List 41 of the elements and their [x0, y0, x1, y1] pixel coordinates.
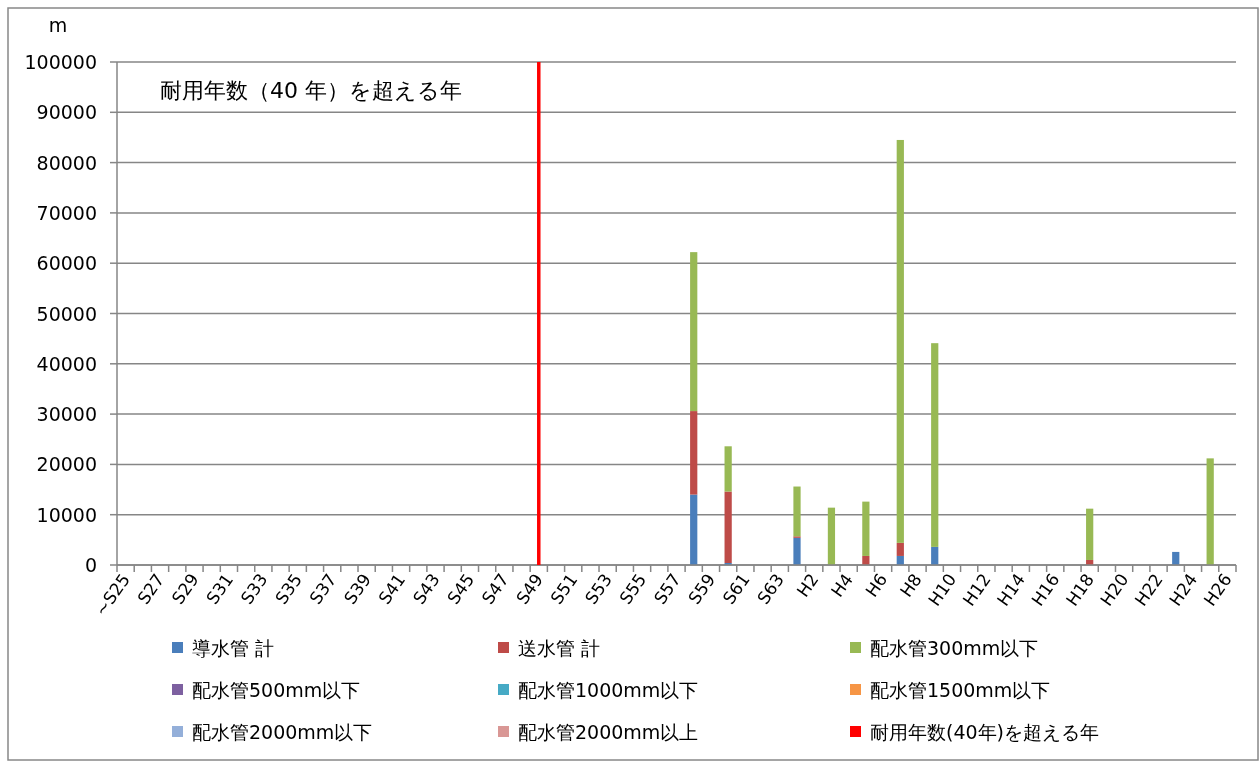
- legend-label: 配水管2000mm以下: [192, 721, 373, 743]
- legend-label: 耐用年数(40年)を超える年: [870, 721, 1100, 743]
- bar: [690, 411, 698, 495]
- x-tick-label: H2: [792, 569, 823, 601]
- y-tick-label: 0: [84, 554, 97, 576]
- legend-label: 導水管 計: [192, 637, 275, 659]
- legend-label: 配水管1500mm以下: [870, 679, 1051, 701]
- y-tick-label: 30000: [36, 403, 97, 426]
- y-tick-label: 70000: [36, 201, 97, 224]
- bar: [793, 486, 801, 537]
- bar: [1086, 508, 1094, 560]
- legend-label: 配水管500mm以下: [192, 679, 361, 701]
- bar: [724, 446, 732, 492]
- y-axis-title: m: [48, 14, 68, 36]
- bar: [931, 546, 939, 565]
- y-tick-label: 40000: [36, 352, 97, 375]
- bar: [896, 542, 904, 556]
- annotation: 耐用年数（40 年）を超える年: [160, 78, 462, 103]
- legend-label: 配水管2000mm以上: [518, 721, 699, 743]
- bar: [862, 501, 870, 556]
- bar: [793, 537, 801, 565]
- y-tick-label: 20000: [36, 453, 97, 476]
- x-tick-label: H8: [895, 569, 926, 601]
- y-tick-label: 10000: [36, 503, 97, 526]
- x-tick-label: H4: [827, 569, 857, 601]
- legend-label: 配水管300mm以下: [870, 637, 1039, 659]
- bar: [724, 491, 732, 563]
- y-tick-label: 90000: [36, 101, 97, 124]
- bar: [896, 139, 904, 543]
- bar: [690, 494, 698, 565]
- bar: [1206, 458, 1214, 565]
- x-tick-label: H6: [861, 569, 892, 601]
- y-tick-label: 100000: [24, 51, 97, 73]
- legend-label: 配水管1000mm以下: [518, 679, 699, 701]
- y-tick-label: 50000: [36, 302, 97, 325]
- bar: [827, 507, 836, 565]
- legend-label: 送水管 計: [518, 637, 601, 659]
- bar: [690, 252, 698, 412]
- bar: [931, 343, 939, 547]
- y-tick-label: 60000: [36, 252, 97, 275]
- y-tick-label: 80000: [36, 151, 97, 174]
